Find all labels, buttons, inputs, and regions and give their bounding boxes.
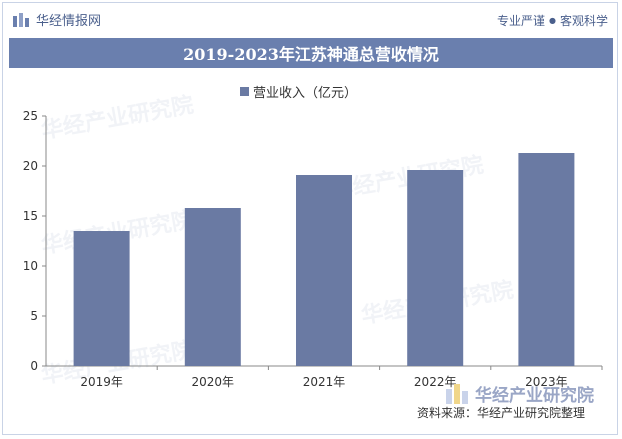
bar — [73, 231, 130, 366]
legend-label: 营业收入（亿元） — [253, 86, 358, 101]
top-bar: 华经情报网 专业严谨 ● 客观科学 — [0, 0, 622, 40]
tagline-separator: ● — [549, 16, 556, 25]
y-tick-label: 20 — [23, 159, 38, 173]
legend-swatch — [240, 87, 249, 96]
bar — [184, 208, 241, 366]
bar — [407, 170, 464, 366]
tagline: 专业严谨 ● 客观科学 — [497, 12, 608, 29]
y-tick-label: 15 — [23, 209, 38, 223]
footer-logo: 华经产业研究院 — [445, 381, 594, 406]
x-tick-label: 2019年 — [80, 375, 123, 389]
footer-logo-icon — [446, 383, 468, 404]
title-bar: 2019-2023年江苏神通总营收情况 — [9, 38, 613, 68]
y-tick-label: 10 — [23, 259, 38, 273]
source-note: 资料来源：华经产业研究院整理 — [417, 406, 586, 420]
x-tick-label: 2023年 — [525, 375, 568, 389]
brand-name: 华经情报网 — [36, 14, 102, 29]
chart-title: 2019-2023年江苏神通总营收情况 — [183, 45, 439, 64]
x-tick-label: 2020年 — [192, 375, 235, 389]
legend: 营业收入（亿元） — [240, 82, 357, 101]
y-tick-label: 5 — [30, 309, 38, 323]
y-tick-label: 0 — [30, 359, 38, 373]
footer-logo-text: 华经产业研究院 — [475, 386, 594, 406]
tagline-1: 专业严谨 — [496, 14, 545, 28]
brand-logo-icon — [13, 12, 29, 27]
x-tick-label: 2022年 — [414, 375, 457, 389]
tagline-2: 客观科学 — [559, 14, 608, 28]
bar — [518, 153, 575, 366]
bar — [296, 175, 352, 366]
x-tick-label: 2021年 — [303, 375, 346, 389]
brand: 华经情报网 — [12, 10, 101, 29]
y-tick-label: 25 — [23, 109, 38, 123]
